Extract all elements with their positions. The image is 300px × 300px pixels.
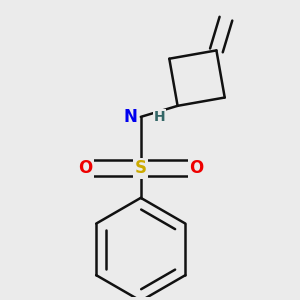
Text: S: S (135, 159, 147, 177)
Text: N: N (124, 108, 138, 126)
Text: H: H (154, 110, 165, 124)
Text: O: O (79, 159, 93, 177)
Text: O: O (189, 159, 203, 177)
